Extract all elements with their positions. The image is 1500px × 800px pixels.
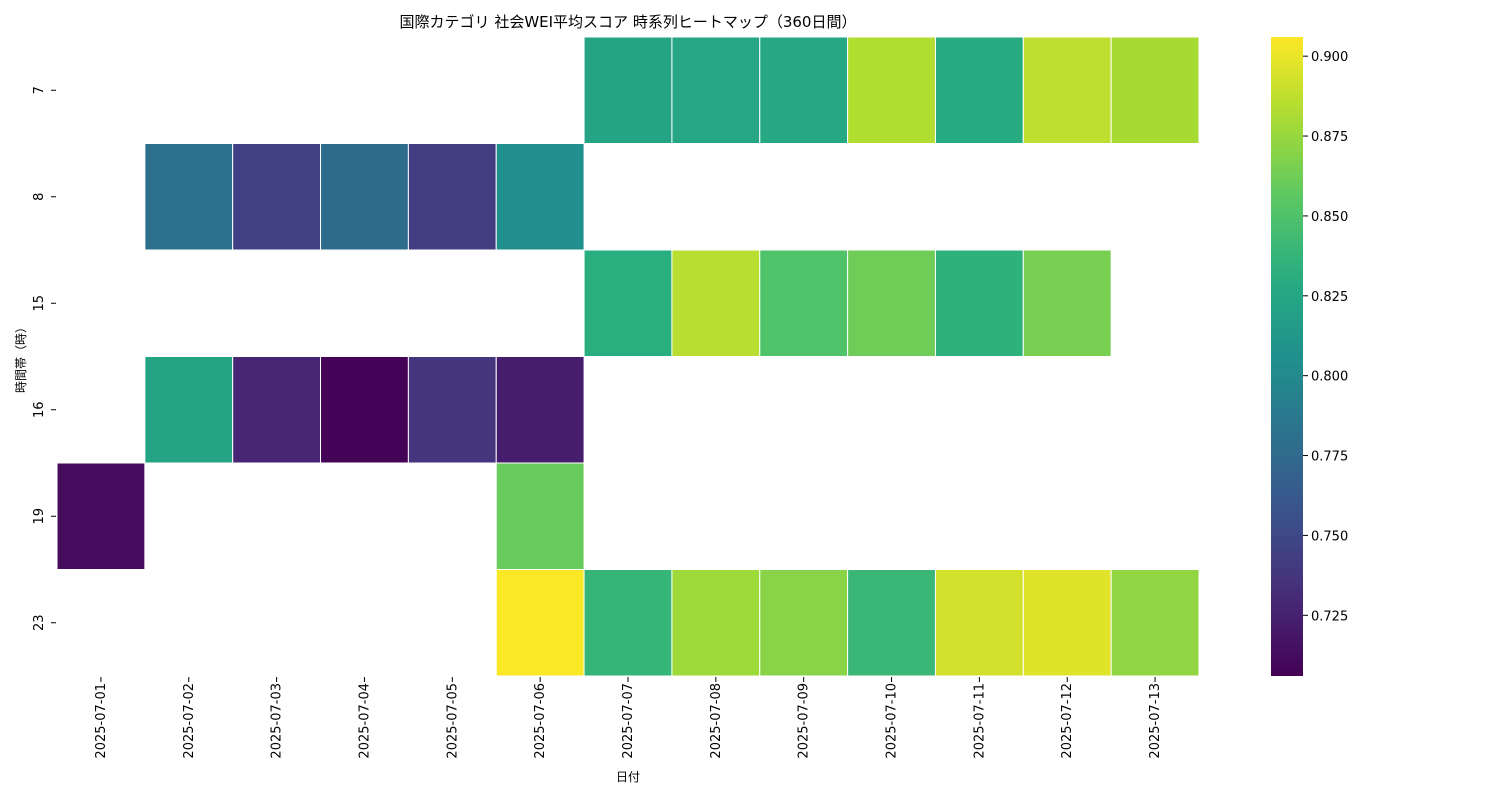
- x-tick-label: 2025-07-11: [972, 683, 987, 759]
- y-tick-label: 16: [32, 401, 47, 418]
- x-tick-label: 2025-07-04: [357, 683, 372, 759]
- x-tick-label: 2025-07-03: [270, 683, 285, 759]
- y-axis-label: 時間帯（時）: [14, 321, 28, 393]
- heatmap-cell: [320, 356, 409, 464]
- colorbar-tick-label: 0.850: [1311, 210, 1348, 225]
- heatmap-cell: [759, 249, 849, 357]
- y-axis-ticks: 7 8 15 16 19 23: [32, 86, 56, 631]
- x-tick-label: 2025-07-12: [1060, 683, 1075, 759]
- heatmap-cell: [1110, 36, 1200, 144]
- heatmap-cell: [1022, 569, 1112, 677]
- y-tick-label: 15: [32, 295, 47, 312]
- x-tick-label: 2025-07-09: [797, 683, 812, 759]
- x-tick-label: 2025-07-01: [94, 683, 109, 759]
- colorbar-tick-label: 0.725: [1311, 609, 1348, 624]
- heatmap-cell: [495, 462, 585, 570]
- x-tick-label: 2025-07-06: [533, 683, 548, 759]
- heatmap-cell: [1110, 569, 1200, 677]
- y-tick-label: 23: [32, 614, 47, 631]
- heatmap-cell: [759, 36, 849, 144]
- heatmap-cell: [320, 143, 409, 251]
- heatmap-cell: [583, 569, 673, 677]
- heatmap-cell: [847, 569, 936, 677]
- colorbar-tick-label: 0.875: [1311, 130, 1348, 145]
- colorbar-tick-label: 0.825: [1311, 290, 1348, 305]
- x-tick-label: 2025-07-02: [182, 683, 197, 759]
- y-tick-label: 8: [32, 193, 47, 201]
- heatmap-cell: [232, 143, 322, 251]
- heatmap-cell: [847, 36, 936, 144]
- heatmap-cells: [56, 36, 1200, 677]
- heatmap-cell: [407, 143, 497, 251]
- colorbar-tick-label: 0.900: [1311, 50, 1348, 65]
- colorbar-tick-label: 0.775: [1311, 450, 1348, 465]
- heatmap-cell: [583, 249, 673, 357]
- heatmap-cell: [1022, 36, 1112, 144]
- x-tick-label: 2025-07-07: [621, 683, 636, 759]
- heatmap-cell: [671, 569, 761, 677]
- heatmap-cell: [759, 569, 849, 677]
- heatmap-cell: [934, 249, 1024, 357]
- y-tick-label: 7: [32, 86, 47, 94]
- heatmap-cell: [1022, 249, 1112, 357]
- heatmap-cell: [144, 356, 234, 464]
- heatmap-cell: [671, 36, 761, 144]
- heatmap-cell: [495, 569, 585, 677]
- x-tick-label: 2025-07-10: [885, 683, 900, 759]
- heatmap-cell: [144, 143, 234, 251]
- colorbar-tick-label: 0.750: [1311, 529, 1348, 544]
- chart-title: 国際カテゴリ 社会WEI平均スコア 時系列ヒートマップ（360日間）: [400, 13, 857, 31]
- x-tick-label: 2025-07-08: [709, 683, 724, 759]
- heatmap-cell: [56, 462, 146, 570]
- colorbar: [1271, 37, 1303, 676]
- heatmap-cell: [671, 249, 761, 357]
- heatmap-cell: [495, 356, 585, 464]
- x-axis-label: 日付: [616, 770, 640, 784]
- heatmap-cell: [934, 36, 1024, 144]
- x-axis-ticks: 2025-07-01 2025-07-02 2025-07-03 2025-07-04…: [94, 677, 1163, 759]
- x-tick-label: 2025-07-05: [445, 683, 460, 759]
- colorbar-tick-label: 0.800: [1311, 370, 1348, 385]
- colorbar-ticks: 0.725 0.750 0.775 0.800 0.825 0.850 0.875 0.900: [1303, 50, 1348, 624]
- y-tick-label: 19: [32, 508, 47, 525]
- heatmap-cell: [495, 143, 585, 251]
- heatmap-cell: [407, 356, 497, 464]
- x-tick-label: 2025-07-13: [1148, 683, 1163, 759]
- heatmap-cell: [847, 249, 936, 357]
- heatmap-cell: [232, 356, 322, 464]
- heatmap-cell: [934, 569, 1024, 677]
- heatmap-cell: [583, 36, 673, 144]
